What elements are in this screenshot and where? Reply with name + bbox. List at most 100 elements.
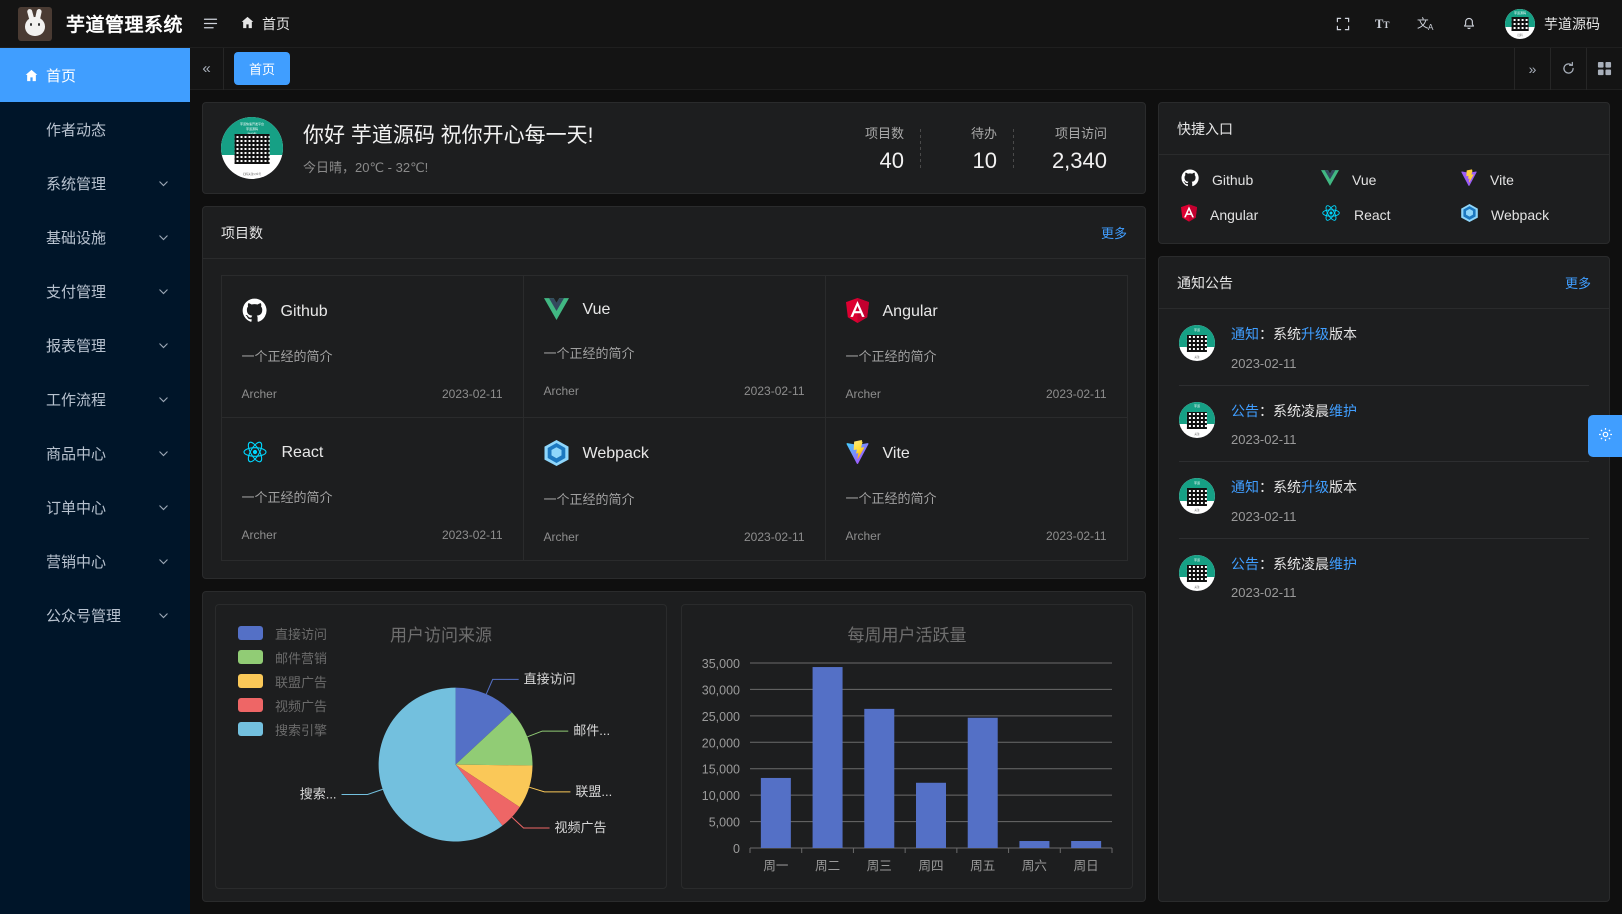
breadcrumb[interactable]: 首页 <box>230 0 300 48</box>
project-card-vue[interactable]: Vue 一个正经的简介 Archer 2023-02-11 <box>522 274 826 418</box>
project-name: Webpack <box>582 445 649 462</box>
projects-grid: Github 一个正经的简介 Archer 2023-02-11 <box>203 259 1145 578</box>
banner-stats: 项目数 40 待办 10 项目访问 2,340 <box>827 123 1123 174</box>
quick-entry-vue[interactable]: Vue <box>1321 169 1461 190</box>
user-qr-avatar: 芋道快速开发平台芋道源码欢迎您 扫码关注公众号 <box>221 117 283 179</box>
bar[interactable] <box>864 708 895 848</box>
x-axis-tick-label: 周六 <box>1022 859 1047 873</box>
quick-entry-label: React <box>1354 206 1391 223</box>
brand[interactable]: 芋道管理系统 <box>18 6 190 41</box>
vue-icon <box>543 297 569 323</box>
user-menu[interactable]: 芋道源码 扫码 芋道源码 <box>1491 8 1608 39</box>
app-logo-icon <box>18 6 52 41</box>
legend-item[interactable]: 邮件营销 <box>238 645 327 669</box>
sidebar-item-home[interactable]: 首页 <box>0 48 190 102</box>
legend-swatch <box>238 674 263 688</box>
translate-icon[interactable]: 文 A <box>1407 0 1447 48</box>
notices-list: 芋道 关注 通知：系统升级版本 2023-02-11 <box>1159 309 1609 614</box>
legend-item[interactable]: 搜索引擎 <box>238 717 327 741</box>
notice-date: 2023-02-11 <box>1231 432 1297 448</box>
legend-item[interactable]: 视频广告 <box>238 693 327 717</box>
sidebar-item-product[interactable]: 商品中心 <box>0 426 190 480</box>
tabs-strip: 首页 <box>224 52 1514 85</box>
legend-item[interactable]: 联盟广告 <box>238 669 327 693</box>
bell-icon[interactable] <box>1449 0 1489 48</box>
legend-item[interactable]: 直接访问 <box>238 621 327 645</box>
font-size-icon[interactable]: T T <box>1365 0 1405 48</box>
quick-entry-label: Vue <box>1352 171 1377 188</box>
notices-more-link[interactable]: 更多 <box>1564 276 1591 291</box>
pie-slice[interactable] <box>455 687 512 765</box>
welcome-banner: 芋道快速开发平台芋道源码欢迎您 扫码关注公众号 你好 芋道源码 祝你开心每一天!… <box>202 102 1146 194</box>
project-author: Archer <box>845 528 881 543</box>
github-icon <box>1181 169 1199 190</box>
stat-value: 2,340 <box>1051 147 1107 173</box>
fullscreen-icon[interactable] <box>1323 0 1363 48</box>
y-axis-tick-label: 20,000 <box>702 736 740 750</box>
bar[interactable] <box>1071 841 1102 848</box>
project-card-webpack[interactable]: Webpack 一个正经的简介 Archer 2023-02-11 <box>522 416 826 561</box>
notice-item[interactable]: 芋道 关注 通知：系统升级版本 2023-02-11 <box>1179 462 1589 539</box>
project-card-angular[interactable]: Angular 一个正经的简介 Archer 2023-02-11 <box>824 274 1128 418</box>
sidebar-item-infrastructure[interactable]: 基础设施 <box>0 210 190 264</box>
sidebar-item-system[interactable]: 系统管理 <box>0 156 190 210</box>
sidebar-item-payment[interactable]: 支付管理 <box>0 264 190 318</box>
angular-icon <box>1181 204 1197 225</box>
sidebar-item-label: 营销中心 <box>46 553 107 571</box>
project-card-github[interactable]: Github 一个正经的简介 Archer 2023-02-11 <box>220 274 524 418</box>
quick-entry-react[interactable]: React <box>1321 204 1461 225</box>
pie-slice[interactable] <box>455 764 533 808</box>
bar[interactable] <box>967 717 998 848</box>
settings-drawer-button[interactable] <box>1588 415 1622 457</box>
quick-entry-github[interactable]: Github <box>1181 169 1321 190</box>
project-desc: 一个正经的简介 <box>241 489 333 505</box>
sidebar-item-label: 支付管理 <box>46 283 107 301</box>
project-date: 2023-02-11 <box>1046 528 1107 543</box>
notice-item[interactable]: 芋道 关注 通知：系统升级版本 2023-02-11 <box>1179 309 1589 386</box>
x-axis-tick-label: 周三 <box>867 859 892 873</box>
sidebar-item-order[interactable]: 订单中心 <box>0 480 190 534</box>
quick-entry-vite[interactable]: Vite <box>1461 169 1601 190</box>
sidebar-item-marketing[interactable]: 营销中心 <box>0 534 190 588</box>
notice-mid: ：系统 <box>1259 479 1301 496</box>
x-axis-tick-label: 周五 <box>970 859 995 873</box>
bar[interactable] <box>1019 841 1050 848</box>
charts-card: 用户访问来源 直接访问 邮件营销 <box>202 591 1146 902</box>
quick-entry-webpack[interactable]: Webpack <box>1461 204 1601 225</box>
chevron-down-icon <box>157 555 170 568</box>
pie-slice[interactable] <box>455 712 533 766</box>
pie-slice[interactable] <box>378 687 503 842</box>
projects-title: 项目数 <box>221 224 263 241</box>
grid-icon[interactable] <box>1586 47 1622 90</box>
bar-chart-title: 每周用户活跃量 <box>847 626 967 645</box>
chevron-double-right-icon[interactable]: » <box>1514 47 1550 90</box>
notice-item[interactable]: 芋道 关注 公告：系统凌晨维护 2023-02-11 <box>1179 386 1589 463</box>
svg-text:文: 文 <box>1417 16 1429 30</box>
angular-icon <box>845 297 869 326</box>
vite-icon <box>845 439 869 468</box>
notice-item[interactable]: 芋道 关注 公告：系统凌晨维护 2023-02-11 <box>1179 539 1589 615</box>
sidebar-item-author-feed[interactable]: 作者动态 <box>0 102 190 156</box>
legend-swatch <box>238 650 263 664</box>
hamburger-icon[interactable] <box>190 0 230 48</box>
chevron-double-left-icon[interactable]: « <box>190 47 224 90</box>
project-card-vite[interactable]: Vite 一个正经的简介 Archer 2023-02-11 <box>824 416 1128 561</box>
project-desc: 一个正经的简介 <box>543 491 635 507</box>
sidebar-item-mp[interactable]: 公众号管理 <box>0 588 190 642</box>
sidebar-item-report[interactable]: 报表管理 <box>0 318 190 372</box>
quick-entry-angular[interactable]: Angular <box>1181 204 1321 225</box>
sidebar-item-workflow[interactable]: 工作流程 <box>0 372 190 426</box>
bar[interactable] <box>760 777 791 848</box>
notice-body: 通知：系统升级版本 2023-02-11 <box>1231 478 1357 524</box>
project-name: Vite <box>882 444 910 462</box>
chevron-down-icon <box>157 447 170 460</box>
bar[interactable] <box>812 667 843 848</box>
project-card-react[interactable]: React 一个正经的简介 Archer 2023-02-11 <box>220 416 524 561</box>
tab-home[interactable]: 首页 <box>234 52 291 85</box>
projects-more-link[interactable]: 更多 <box>1100 226 1127 241</box>
svg-text:T: T <box>1375 17 1384 31</box>
bar[interactable] <box>916 782 946 848</box>
notice-prefix: 公告 <box>1231 402 1259 419</box>
refresh-icon[interactable] <box>1550 47 1586 90</box>
pie-slice[interactable] <box>455 764 520 826</box>
